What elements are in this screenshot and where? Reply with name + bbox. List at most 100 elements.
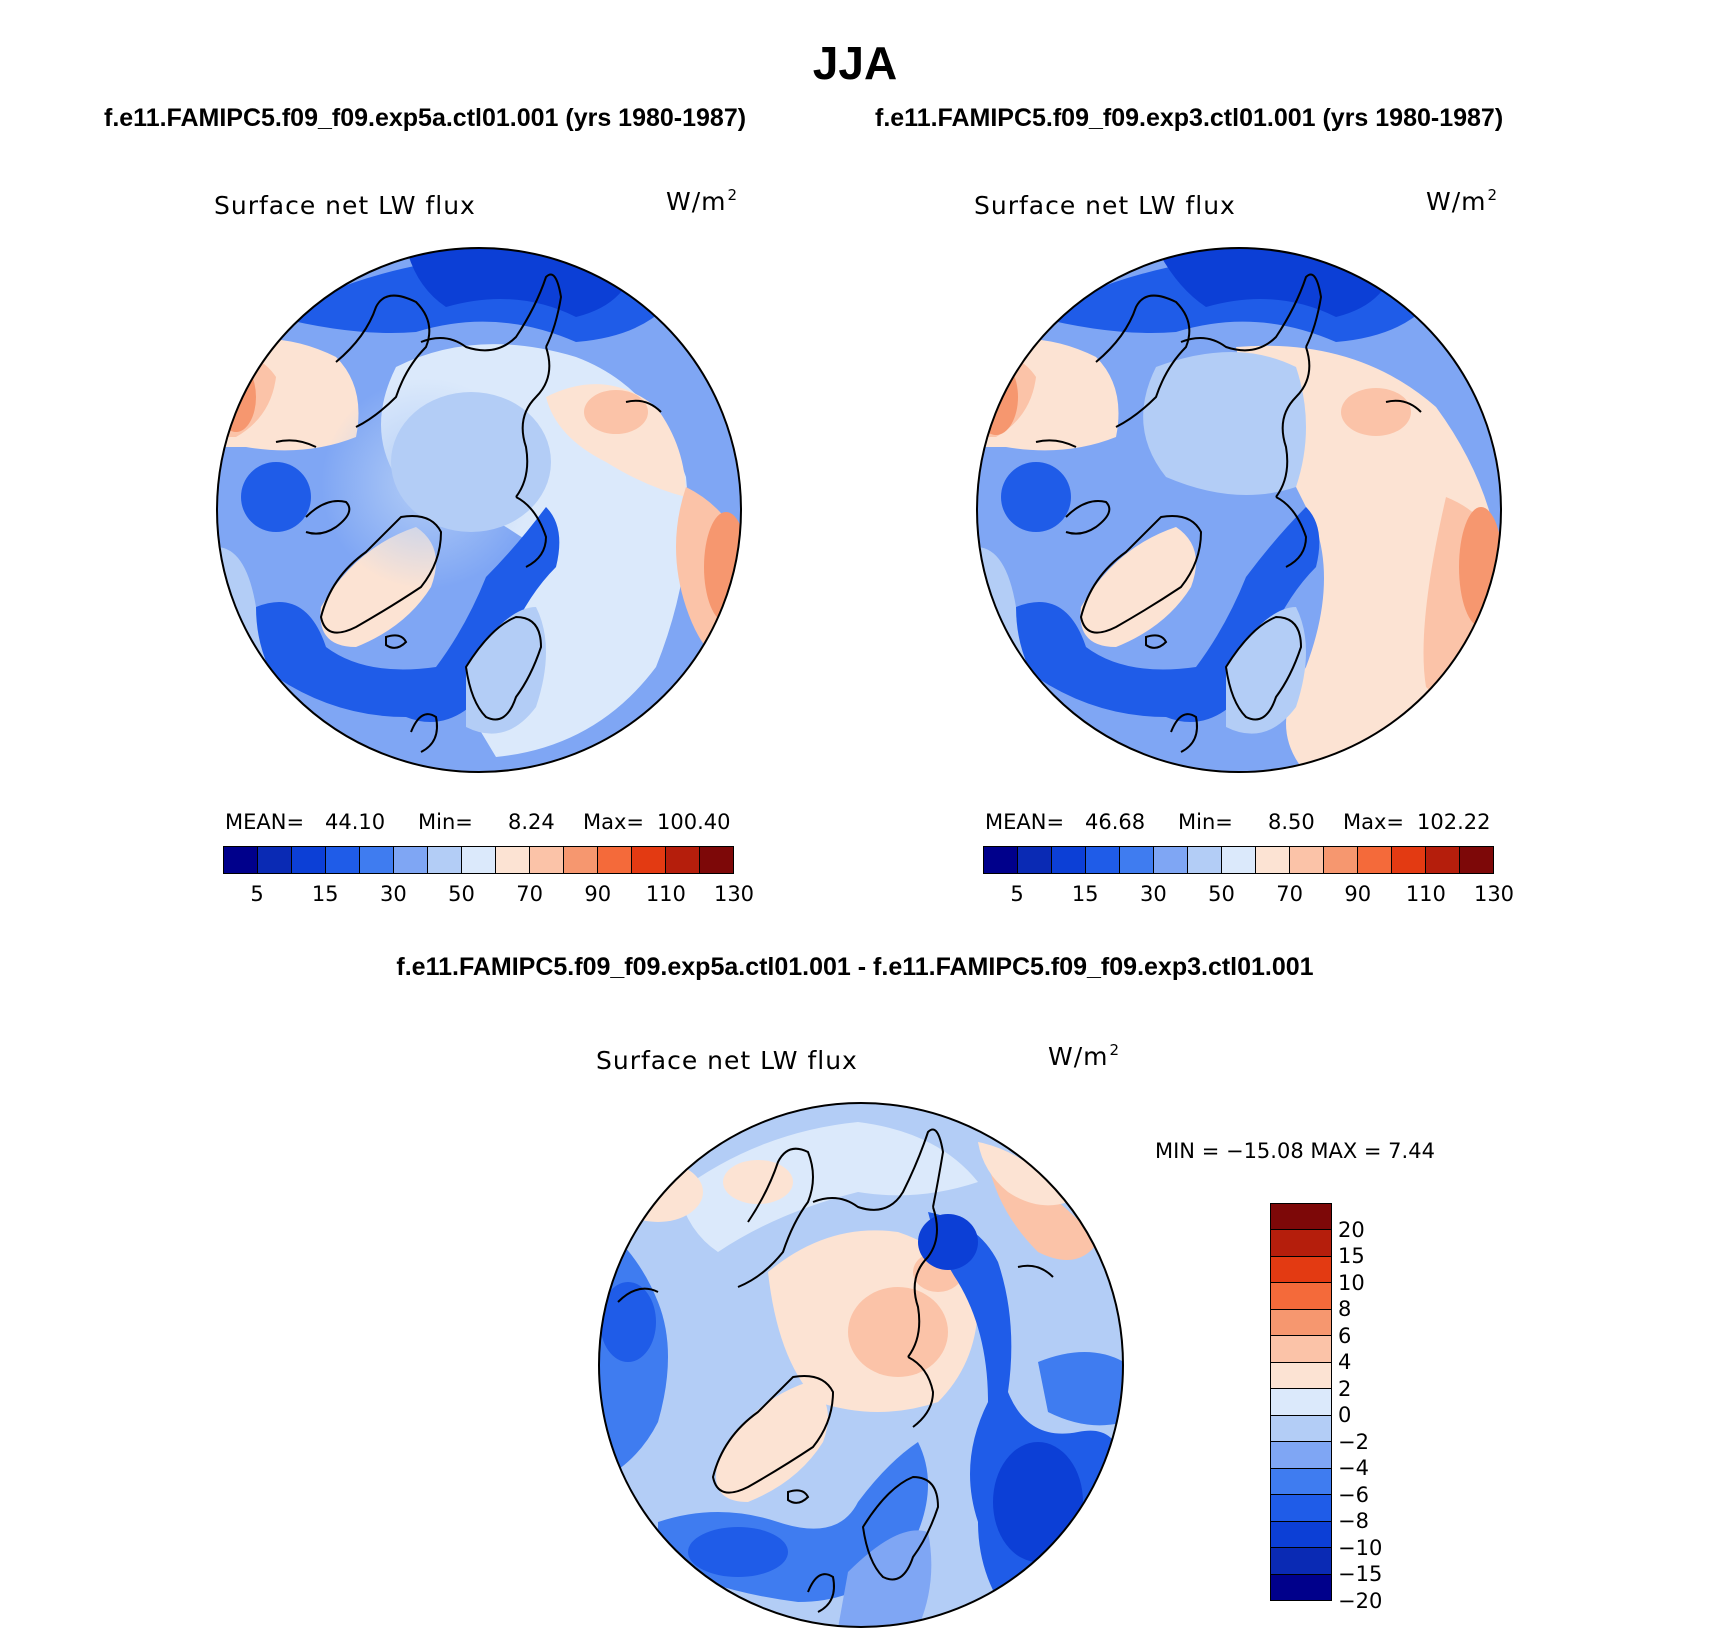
diff-colorbar — [1270, 1203, 1332, 1601]
colorbar-tick-label: 130 — [713, 882, 755, 906]
colorbar-swatch — [1271, 1495, 1331, 1522]
colorbar-swatch — [700, 847, 733, 873]
colorbar-swatch — [360, 847, 394, 873]
panel2-map — [976, 247, 1502, 773]
colorbar-swatch — [1358, 847, 1392, 873]
diff-units: W/m2 — [1048, 1041, 1121, 1071]
colorbar-tick-label: 20 — [1338, 1217, 1365, 1242]
colorbar-swatch — [1256, 847, 1290, 873]
panel2-variable: Surface net LW flux — [974, 191, 1236, 220]
panel2-max: 102.22 — [1417, 810, 1491, 834]
panel2-colorbar — [983, 846, 1494, 874]
colorbar-tick-label: 130 — [1473, 882, 1515, 906]
colorbar-swatch — [1271, 1362, 1331, 1390]
colorbar-swatch — [1290, 847, 1324, 873]
colorbar-swatch — [1154, 847, 1188, 873]
panel1-units: W/m2 — [666, 186, 739, 216]
colorbar-tick-label: 4 — [1338, 1350, 1352, 1375]
diff-map — [598, 1102, 1124, 1628]
colorbar-swatch — [1271, 1468, 1331, 1496]
colorbar-swatch — [292, 847, 326, 873]
colorbar-swatch — [496, 847, 530, 873]
panel1-mean-label: MEAN= — [225, 810, 305, 834]
colorbar-swatch — [632, 847, 666, 873]
colorbar-tick-label: 10 — [1338, 1270, 1365, 1295]
colorbar-swatch — [1120, 847, 1154, 873]
colorbar-tick-label: 15 — [311, 882, 339, 906]
colorbar-tick-label: 50 — [448, 882, 475, 906]
colorbar-swatch — [224, 847, 258, 873]
colorbar-swatch — [428, 847, 462, 873]
colorbar-tick-label: 15 — [1071, 882, 1099, 906]
colorbar-tick-label: 2 — [1338, 1376, 1352, 1401]
colorbar-swatch — [984, 847, 1018, 873]
colorbar-tick-label: 70 — [516, 882, 543, 906]
colorbar-swatch — [1271, 1256, 1331, 1284]
colorbar-tick-label: 6 — [1338, 1323, 1352, 1348]
panel1-max: 100.40 — [657, 810, 731, 834]
colorbar-swatch — [1271, 1415, 1331, 1443]
colorbar-tick-label: 15 — [1338, 1244, 1365, 1269]
colorbar-swatch — [1188, 847, 1222, 873]
colorbar-tick-label: −20 — [1338, 1589, 1383, 1613]
colorbar-tick-label: −2 — [1338, 1429, 1369, 1454]
colorbar-swatch — [326, 847, 360, 873]
main-title: JJA — [812, 37, 898, 89]
colorbar-swatch — [598, 847, 632, 873]
colorbar-tick-label: 0 — [1338, 1403, 1352, 1428]
colorbar-tick-label: 110 — [1405, 882, 1446, 906]
colorbar-tick-label: 70 — [1276, 882, 1303, 906]
colorbar-tick-label: −8 — [1338, 1509, 1369, 1534]
colorbar-swatch — [1222, 847, 1256, 873]
panel1-min-label: Min= — [418, 810, 473, 834]
panel1-map — [216, 247, 742, 773]
colorbar-swatch — [1018, 847, 1052, 873]
colorbar-tick-label: 30 — [379, 882, 407, 906]
colorbar-swatch — [1271, 1574, 1331, 1601]
colorbar-swatch — [258, 847, 292, 873]
colorbar-tick-label: 8 — [1338, 1297, 1352, 1322]
colorbar-tick-label: −6 — [1338, 1482, 1369, 1507]
colorbar-tick-label: 110 — [645, 882, 686, 906]
panel2-min: 8.50 — [1268, 810, 1315, 834]
panel2-min-label: Min= — [1178, 810, 1233, 834]
colorbar-swatch — [1271, 1548, 1331, 1575]
panel1-max-label: Max= — [583, 810, 645, 834]
colorbar-swatch — [1271, 1309, 1331, 1337]
colorbar-swatch — [1460, 847, 1493, 873]
diff-title: f.e11.FAMIPC5.f09_f09.exp5a.ctl01.001 - … — [396, 953, 1314, 981]
colorbar-swatch — [1324, 847, 1358, 873]
colorbar-swatch — [1052, 847, 1086, 873]
colorbar-tick-label: 90 — [584, 882, 612, 906]
colorbar-swatch — [530, 847, 564, 873]
colorbar-tick-label: 50 — [1208, 882, 1235, 906]
case2-title: f.e11.FAMIPC5.f09_f09.exp3.ctl01.001 (yr… — [875, 104, 1504, 132]
colorbar-tick-label: 5 — [250, 882, 264, 906]
colorbar-swatch — [666, 847, 700, 873]
panel2-max-label: Max= — [1343, 810, 1405, 834]
panel1-colorbar — [223, 846, 734, 874]
colorbar-swatch — [1271, 1336, 1331, 1363]
colorbar-swatch — [1271, 1283, 1331, 1310]
colorbar-swatch — [1271, 1389, 1331, 1416]
panel2-mean-label: MEAN= — [985, 810, 1065, 834]
colorbar-swatch — [1086, 847, 1120, 873]
diff-minmax: MIN = −15.08 MAX = 7.44 — [1155, 1139, 1435, 1163]
colorbar-tick-label: −10 — [1338, 1535, 1383, 1560]
colorbar-tick-label: −4 — [1338, 1456, 1369, 1481]
colorbar-tick-label: 5 — [1010, 882, 1024, 906]
colorbar-swatch — [1392, 847, 1426, 873]
panel1-min: 8.24 — [508, 810, 555, 834]
colorbar-tick-label: −15 — [1338, 1562, 1383, 1587]
panel1-variable: Surface net LW flux — [214, 191, 476, 220]
colorbar-swatch — [1271, 1204, 1331, 1231]
colorbar-tick-label: 30 — [1139, 882, 1167, 906]
case1-title: f.e11.FAMIPC5.f09_f09.exp5a.ctl01.001 (y… — [104, 104, 747, 132]
colorbar-swatch — [564, 847, 598, 873]
colorbar-swatch — [462, 847, 496, 873]
colorbar-swatch — [1271, 1230, 1331, 1257]
colorbar-swatch — [394, 847, 428, 873]
colorbar-swatch — [1271, 1442, 1331, 1469]
panel1-mean: 44.10 — [325, 810, 386, 834]
panel2-mean: 46.68 — [1085, 810, 1146, 834]
